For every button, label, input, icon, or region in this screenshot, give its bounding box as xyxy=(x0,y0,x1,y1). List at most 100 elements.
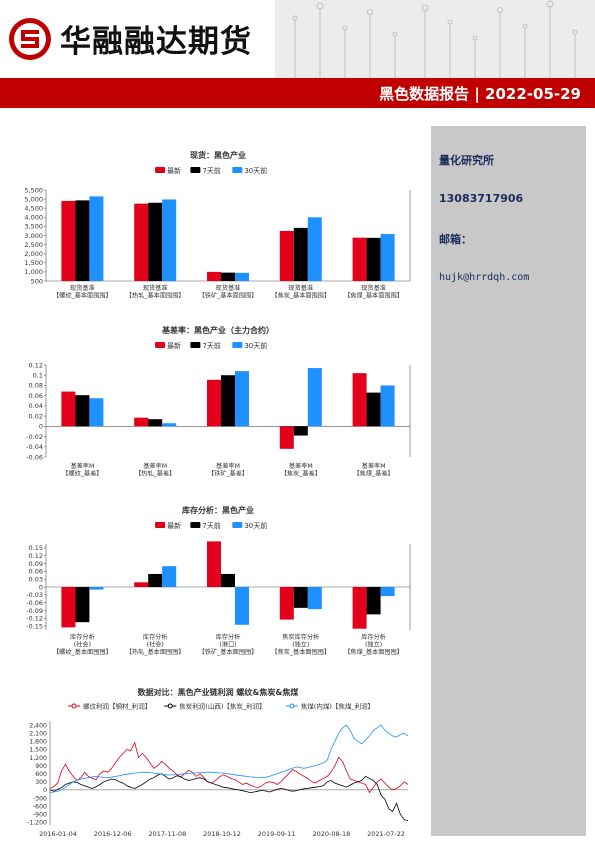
category-label: 现货基准 xyxy=(143,284,168,292)
category-label: (港口) xyxy=(219,641,236,649)
bar xyxy=(221,272,235,281)
x-tick-label: 2016-12-06 xyxy=(94,830,132,838)
bar xyxy=(293,426,308,436)
chart-title: 现货：黑色产业 xyxy=(190,150,246,160)
y-tick-label: 1,800 xyxy=(29,739,47,746)
category-label: 基差率M xyxy=(216,462,240,470)
y-tick-label: -0.06 xyxy=(26,599,43,607)
bar xyxy=(380,234,395,281)
company-name: 华融融达期货 xyxy=(60,24,252,60)
bar xyxy=(352,373,367,427)
legend-label: 最新 xyxy=(167,521,181,530)
bar xyxy=(162,199,177,281)
y-tick-label: 600 xyxy=(35,771,47,778)
bar xyxy=(207,541,221,587)
y-tick-label: 5,000 xyxy=(24,195,43,203)
bar xyxy=(293,227,308,281)
series-line xyxy=(49,724,409,793)
y-tick-label: -0.06 xyxy=(26,453,43,461)
y-tick-label: 0 xyxy=(39,423,43,431)
y-tick-label: 4,500 xyxy=(24,205,43,213)
legend-swatch xyxy=(155,342,166,348)
bar xyxy=(235,371,249,427)
email-address[interactable]: hujk@hrrdqh.com xyxy=(439,272,530,283)
bar xyxy=(75,587,90,623)
basis-rate-chart: 基差率：黑色产业（主力合约） 最新 7天前 30天前 0.12 0.1 0.08 0.06 0.… xyxy=(26,325,411,478)
category-label: (独立) xyxy=(365,641,382,649)
legend-marker xyxy=(71,703,77,709)
legend-swatch xyxy=(232,522,243,528)
bar xyxy=(207,271,221,281)
y-tick-label: 3,500 xyxy=(24,223,43,231)
y-tick-label: 0 xyxy=(39,583,43,591)
bar xyxy=(134,417,149,427)
bar xyxy=(366,237,381,281)
bar xyxy=(307,368,322,427)
chart-title: 基差率：黑色产业（主力合约） xyxy=(161,325,274,335)
category-label: 【铁矿_基本面囤囤】 xyxy=(199,292,258,300)
category-label: 【螺纹_基差】 xyxy=(62,470,102,478)
legend-swatch xyxy=(155,167,166,173)
category-label: 库存分析 xyxy=(361,633,386,641)
category-label: 【热轧_基差】 xyxy=(135,470,175,478)
y-tick-label: 3,000 xyxy=(24,232,43,240)
y-tick-label: -0.02 xyxy=(26,433,43,441)
bar xyxy=(162,566,177,587)
category-label: 现货基准 xyxy=(216,284,241,292)
bar xyxy=(293,587,308,608)
category-label: 【焦煤_基差】 xyxy=(353,470,393,478)
category-label: (社会) xyxy=(74,641,91,649)
company-logo-icon xyxy=(9,18,51,60)
y-tick-label: 0.12 xyxy=(29,361,43,369)
bar xyxy=(75,200,90,281)
y-tick-label: 1,200 xyxy=(29,755,47,762)
series-line xyxy=(49,741,409,794)
bar xyxy=(148,419,163,427)
y-tick-label: 2,000 xyxy=(24,250,43,258)
category-label: 现货基准 xyxy=(361,284,386,292)
x-tick-label: 2017-11-08 xyxy=(148,830,186,838)
y-tick-label: 0.03 xyxy=(29,575,43,583)
bar xyxy=(134,582,149,587)
bar xyxy=(162,423,177,427)
bar xyxy=(279,426,294,449)
legend-label: 7天前 xyxy=(202,521,220,530)
bar xyxy=(221,573,235,587)
x-tick-label: 2019-09-11 xyxy=(258,830,296,838)
chart-title: 数据对比：黑色产业链利润 螺纹&焦炭&焦煤 xyxy=(138,687,299,697)
bar xyxy=(352,237,367,281)
contact-sidebar: 量化研究所 13083717906 邮箱： hujk@hrrdqh.com xyxy=(431,126,586,836)
legend-label: 7天前 xyxy=(202,341,220,350)
x-tick-label: 2018-10-12 xyxy=(203,830,241,838)
y-tick-label: 5,500 xyxy=(24,186,43,194)
y-tick-label: 0.15 xyxy=(29,544,43,552)
bar xyxy=(380,587,395,597)
legend-label: 焦煤(内煤)【焦煤_利润】 xyxy=(301,702,374,711)
legend-label: 30天前 xyxy=(244,166,267,175)
category-label: 库存分析 xyxy=(143,633,168,641)
phone-number: 13083717906 xyxy=(439,192,524,205)
bar xyxy=(352,587,367,629)
y-tick-label: 4,000 xyxy=(24,214,43,222)
category-label: 焦炭库存分析 xyxy=(282,633,319,641)
bar xyxy=(89,587,104,590)
bar xyxy=(221,375,235,427)
bar xyxy=(148,573,163,587)
x-tick-label: 2021-07-22 xyxy=(367,830,405,838)
y-tick-label: 0.06 xyxy=(29,568,43,576)
bar xyxy=(61,587,76,628)
y-tick-label: -0.15 xyxy=(26,622,43,630)
legend-swatch xyxy=(190,342,201,348)
y-tick-label: 0.02 xyxy=(29,412,43,420)
category-label: 基差率M xyxy=(362,462,386,470)
legend-swatch xyxy=(232,342,243,348)
y-tick-label: -1,200 xyxy=(27,820,47,827)
legend-marker xyxy=(289,703,295,709)
bar xyxy=(279,230,294,281)
y-tick-label: 0.12 xyxy=(29,552,43,560)
y-tick-label: -0.03 xyxy=(26,591,43,599)
y-tick-label: 500 xyxy=(31,277,43,285)
y-tick-label: 2,500 xyxy=(24,241,43,249)
category-label: 【热轧_基本面囤囤】 xyxy=(126,648,185,656)
